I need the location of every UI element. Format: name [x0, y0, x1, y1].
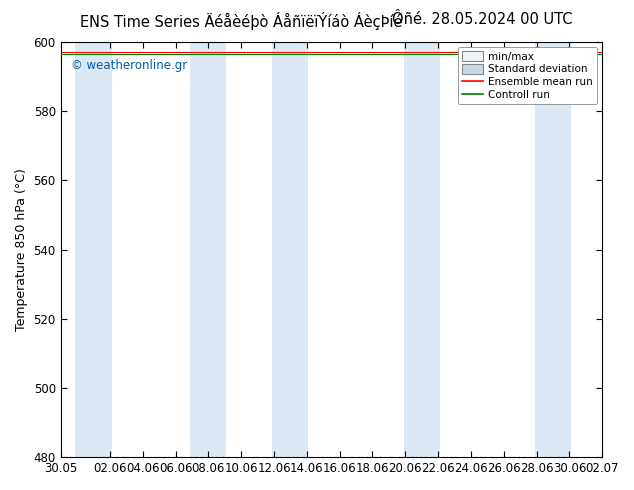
Bar: [190, 42, 226, 457]
Bar: [75, 42, 112, 457]
Bar: [273, 42, 309, 457]
Legend: min/max, Standard deviation, Ensemble mean run, Controll run: min/max, Standard deviation, Ensemble me…: [458, 47, 597, 104]
Y-axis label: Temperature 850 hPa (°C): Temperature 850 hPa (°C): [15, 168, 28, 331]
Bar: [535, 42, 571, 457]
Text: ENS Time Series Äéåèéþò ÁåñïëïÝíáò ÁèçÞíé: ENS Time Series Äéåèéþò ÁåñïëïÝíáò ÁèçÞí…: [80, 12, 402, 30]
Bar: [404, 42, 440, 457]
Text: © weatheronline.gr: © weatheronline.gr: [72, 59, 188, 72]
Text: Ôñé. 28.05.2024 00 UTC: Ôñé. 28.05.2024 00 UTC: [392, 12, 572, 27]
